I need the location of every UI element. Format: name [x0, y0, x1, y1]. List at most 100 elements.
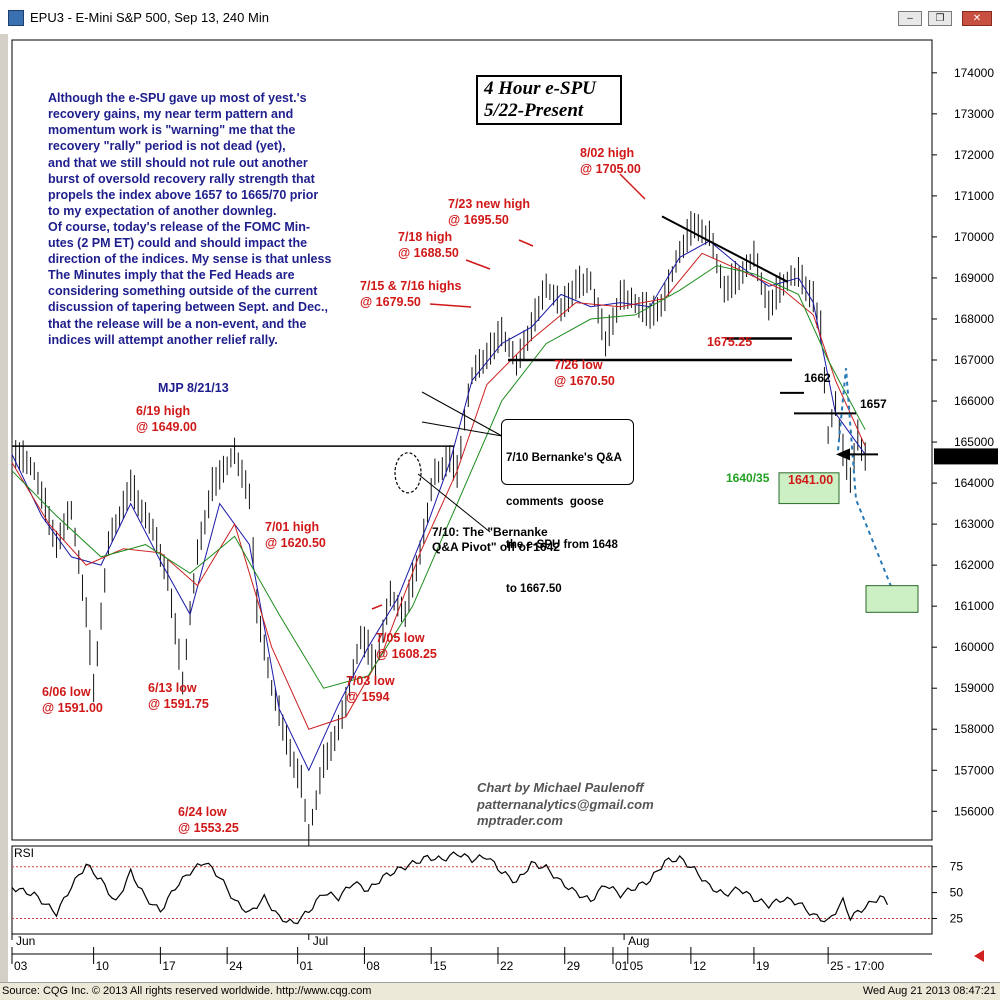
- chart-axes: 174000 173000 172000 171000 170000 169000 1680…: [11, 66, 998, 973]
- y-tick-label: 163000: [954, 517, 994, 531]
- annotation-level-1657: 1657: [860, 397, 887, 411]
- callout-line: to 1667.50: [506, 582, 562, 595]
- annotation-pointer: [371, 604, 383, 610]
- annotation-highs-jul15: @ 1679.50: [360, 295, 421, 309]
- commentary-line: indices will attempt another relief rall…: [48, 332, 278, 347]
- price-panel: [11, 39, 933, 841]
- close-button[interactable]: ✕: [962, 11, 992, 26]
- callout-pointer: [421, 391, 503, 437]
- x-tick-label: 15: [433, 959, 447, 973]
- moving-average-red: [11, 252, 866, 730]
- annotation-low-jun13: @ 1591.75: [148, 697, 209, 711]
- annotation-low-jul26: @ 1670.50: [554, 374, 615, 388]
- credit-author: Chart by Michael Paulenoff: [477, 780, 644, 795]
- annotation-low-jun24: @ 1553.25: [178, 821, 239, 835]
- chart-window: 174000 173000 172000 171000 170000 169000 1680…: [8, 34, 1000, 982]
- x-tick-label: 12: [693, 959, 707, 973]
- x-tick-label: 19: [756, 959, 770, 973]
- chart-subtitle: 5/22-Present: [484, 100, 584, 121]
- annotation-high-jul23: @ 1695.50: [448, 213, 509, 227]
- y-tick-label: 156000: [954, 804, 994, 818]
- commentary-line: discussion of tapering between Sept. and…: [48, 300, 328, 315]
- annotation-pointer: [465, 259, 491, 270]
- commentary-line: that the release will be a non-event, an…: [48, 316, 307, 331]
- y-tick-label: 166000: [954, 394, 994, 408]
- x-tick-label: 08: [366, 959, 380, 973]
- y-tick-label: 160000: [954, 640, 994, 654]
- annotation-low-jul05: 7/05 low: [376, 631, 425, 645]
- x-month-label: Jul: [313, 934, 328, 948]
- commentary-text: Although the e-SPU gave up most of yest.…: [48, 90, 368, 348]
- support-zone-box: [778, 472, 840, 505]
- annotation-low-jul26: 7/26 low: [554, 358, 603, 372]
- chart-title: 4 Hour e-SPU: [484, 78, 596, 99]
- annotation-pointer: [619, 173, 646, 200]
- commentary-line: recovery "rally" period is not dead (yet…: [48, 139, 286, 154]
- y-tick-label: 158000: [954, 722, 994, 736]
- commentary-line: Although the e-SPU gave up most of yest.…: [48, 91, 307, 106]
- x-tick-label: 24: [229, 959, 243, 973]
- rsi-label: RSI: [14, 846, 34, 860]
- rsi-tick-label: 75: [950, 860, 964, 874]
- pivot-circle: [394, 452, 422, 494]
- annotation-pivot: 7/10: The "Bernanke: [432, 525, 548, 539]
- annotation-high-aug02: @ 1705.00: [580, 162, 641, 176]
- x-tick-label: 22: [500, 959, 514, 973]
- annotation-low-jun13: 6/13 low: [148, 681, 197, 695]
- x-month-label: Jun: [16, 934, 35, 948]
- y-tick-label: 162000: [954, 558, 994, 572]
- trend-drawings: [12, 173, 919, 613]
- moving-average-green: [11, 265, 866, 689]
- annotation-highs-jul15: 7/15 & 7/16 highs: [360, 279, 461, 293]
- annotation-high-jul18: 7/18 high: [398, 230, 452, 244]
- annotation-high-jul01: @ 1620.50: [265, 536, 326, 550]
- x-month-label: Aug: [628, 934, 649, 948]
- x-tick-label: 03: [14, 959, 28, 973]
- annotation-low-jul05: @ 1608.25: [376, 647, 437, 661]
- chart-grid: [11, 39, 933, 935]
- pivot-pointer: [417, 473, 491, 533]
- y-tick-label: 172000: [954, 148, 994, 162]
- x-tick-label: 10: [96, 959, 110, 973]
- callout-line: the e-SPU from 1648: [506, 539, 618, 551]
- y-tick-label: 159000: [954, 681, 994, 695]
- projection-path: [837, 368, 895, 595]
- commentary-signature: MJP 8/21/13: [158, 380, 229, 395]
- annotation-low-1641: 1641.00: [788, 473, 833, 487]
- title-bar: EPU3 - E-Mini S&P 500, Sep 13, 240 Min –…: [0, 0, 1000, 34]
- status-source: Source: CQG Inc. © 2013 All rights reser…: [2, 985, 372, 997]
- minimize-button[interactable]: –: [898, 11, 922, 26]
- commentary-line: propels the index above 1657 to 1665/70 …: [48, 187, 319, 202]
- price-arrow-icon: [836, 448, 850, 461]
- credit-site: mptrader.com: [477, 813, 563, 828]
- chart-title-box: 4 Hour e-SPU 5/22-Present: [476, 75, 622, 125]
- app-icon: [8, 10, 24, 26]
- y-tick-label: 157000: [954, 763, 994, 777]
- annotation-high-jul01: 7/01 high: [265, 520, 319, 534]
- commentary-line: and that we still should not rule out an…: [48, 155, 308, 170]
- commentary-line: momentum work is "warning" me that the: [48, 123, 296, 138]
- annotation-low-jul03: 7/03 low: [346, 674, 395, 688]
- commentary-line: recovery gains, my near term pattern and: [48, 107, 294, 122]
- annotation-level-1675: 1675.25: [707, 335, 752, 349]
- rsi-line: [11, 851, 889, 925]
- annotation-low-jul03: @ 1594: [346, 690, 390, 704]
- last-price-label: 164650: [954, 449, 994, 463]
- annotation-level-1662: 1662: [804, 371, 831, 385]
- restore-button[interactable]: ❐: [928, 11, 952, 26]
- y-tick-label: 165000: [954, 435, 994, 449]
- commentary-line: utes (2 PM ET) could and should impact t…: [48, 236, 308, 251]
- commentary-line: Of course, today's release of the FOMC M…: [48, 219, 311, 234]
- commentary-line: considering something outside of the cur…: [48, 284, 318, 299]
- status-bar: Source: CQG Inc. © 2013 All rights reser…: [0, 982, 1000, 1000]
- annotation-low-jun24: 6/24 low: [178, 805, 227, 819]
- x-tick-label: 05: [630, 959, 644, 973]
- moving-average-blue: [11, 240, 866, 772]
- y-tick-label: 168000: [954, 312, 994, 326]
- annotation-high-jun19: 6/19 high: [136, 404, 190, 418]
- y-tick-label: 164000: [954, 476, 994, 490]
- annotation-high-aug02: 8/02 high: [580, 146, 634, 160]
- status-timestamp: Wed Aug 21 2013 08:47:21: [862, 985, 996, 997]
- commentary-line: direction of the indices. My sense is th…: [48, 252, 332, 267]
- callout-line: 7/10 Bernanke's Q&A: [506, 452, 622, 464]
